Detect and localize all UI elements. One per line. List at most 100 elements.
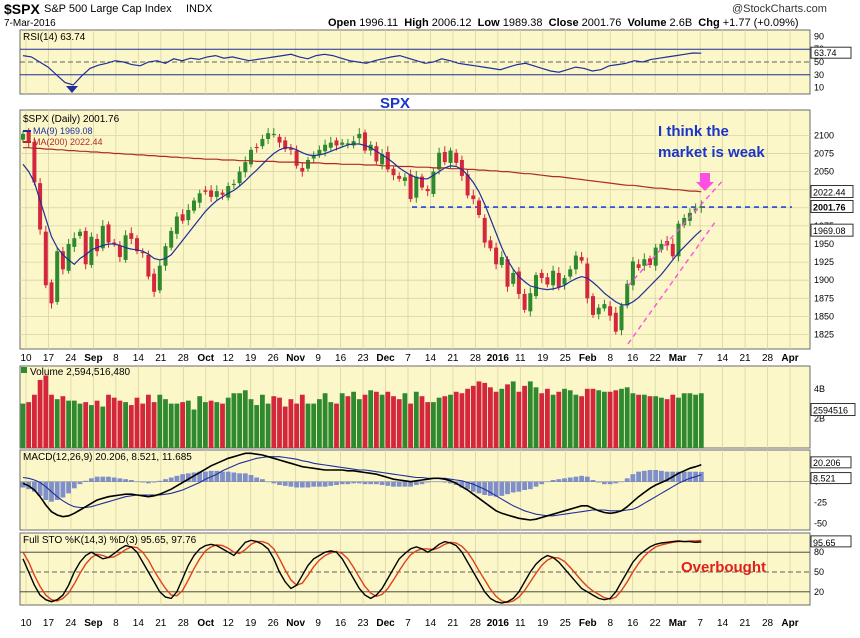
macd-hist-bar [664,471,670,482]
x-tick-label: 7 [697,353,703,364]
macd-hist-bar [573,476,579,482]
macd-hist-bar [117,478,123,482]
sto-tick-label: 80 [814,547,824,557]
volume-bar [482,382,488,448]
x-tick-label: 23 [357,353,369,364]
volume-bar [693,394,698,448]
signal-last-box [810,472,852,485]
macd-hist-bar [624,478,630,482]
macd-hist-bar [248,475,254,482]
x-tick-label: 28 [178,353,190,364]
price-tick-label: 2100 [814,130,834,140]
x-tick-label: 14 [133,353,145,364]
macd-hist-bar [288,481,294,487]
macd-hist-bar [128,480,134,482]
volume-bar [66,400,71,448]
candle-body [203,190,208,192]
macd-hist-bar [66,481,71,494]
volume-bar [442,396,448,448]
macd-hist-bar [687,471,693,482]
x-tick-label: 21 [739,353,751,364]
macd-hist-bar [567,477,573,482]
macd-hist-bar [294,481,299,488]
macd-hist-bar [282,481,288,486]
macd-hist-bar [470,481,476,492]
volume-bar [117,400,123,448]
candle-body [180,214,185,221]
volume-bar [328,402,334,448]
rsi-tick-label: 90 [814,31,824,41]
volume-bar [345,396,351,448]
candle-body [214,191,219,197]
volume-bar [208,400,214,448]
x-tick-label: 2016 [487,353,510,364]
price-tick-label: 1950 [814,239,834,249]
x-tick-label: 17 [43,353,55,364]
volume-bar [385,391,391,448]
macd-hist-bar [328,481,334,486]
volume-bar [596,390,602,448]
volume-bar [151,402,157,448]
price-tick-label: 2050 [814,167,834,177]
x-tick-label-bottom: 19 [537,618,549,629]
weak-annotation-line2: market is weak [658,144,765,161]
macd-hist-bar [168,477,174,482]
candle-body [351,141,356,146]
volume-bar [140,403,146,448]
macd-hist-bar [613,481,619,484]
x-tick-label-bottom: Sep [84,618,102,629]
volume-bar [294,403,299,448]
arrow-head [696,182,714,191]
x-tick-label-bottom: Feb [579,618,597,629]
x-tick-label: Dec [376,353,395,364]
macd-hist-bar [442,481,448,483]
chart-date: 7-Mar-2016 [4,18,56,29]
candle-body [192,200,196,211]
macd-hist-bar [277,481,282,485]
macd-hist-bar [459,481,465,488]
x-tick-label: 8 [113,353,119,364]
x-tick-label-bottom: 21 [739,618,751,629]
candle-body [374,146,379,162]
volume-bar [334,403,339,448]
candle-body [146,254,151,277]
macd-hist-bar [197,471,203,482]
high-value: 2006.12 [431,17,472,29]
volume-last-value: 2594516 [813,406,848,416]
x-tick-label-bottom: 14 [133,618,145,629]
candle-body [249,149,253,165]
macd-hist-bar [431,481,436,483]
macd-hist-bar [579,475,584,482]
volume-bar [448,394,453,448]
macd-tick-label: -25 [814,498,827,508]
macd-hist-bar [499,481,505,496]
rsi-line [22,52,702,86]
rsi-last-value: 63.74 [814,48,837,58]
sto-last-value: 95.65 [813,538,836,548]
volume-bar [351,391,356,448]
candle-body [397,175,402,179]
volume-bar [602,391,607,448]
macd-hist-bar [533,481,539,487]
candle-body [630,261,635,286]
x-tick-label: 12 [223,353,235,364]
macd-hist-bar [265,481,271,483]
candle-body [414,176,419,198]
volume-bar [362,394,368,448]
x-tick-label-bottom: 28 [762,618,774,629]
volume-bar [174,403,180,448]
volume-label: Volume [627,17,667,29]
volume-bar [636,394,641,448]
sto-tick-label: 20 [814,587,824,597]
volume-bar [539,393,545,448]
candle-body [494,247,499,265]
candle-body [556,272,561,288]
macd-hist-bar [317,481,322,487]
macd-hist-bar [237,473,242,482]
volume-bar [197,396,203,448]
volume-bar [49,394,54,448]
rsi-tick-label: 50 [814,57,824,67]
macd-hist-bar [43,481,49,500]
macd-hist-bar [619,481,624,483]
